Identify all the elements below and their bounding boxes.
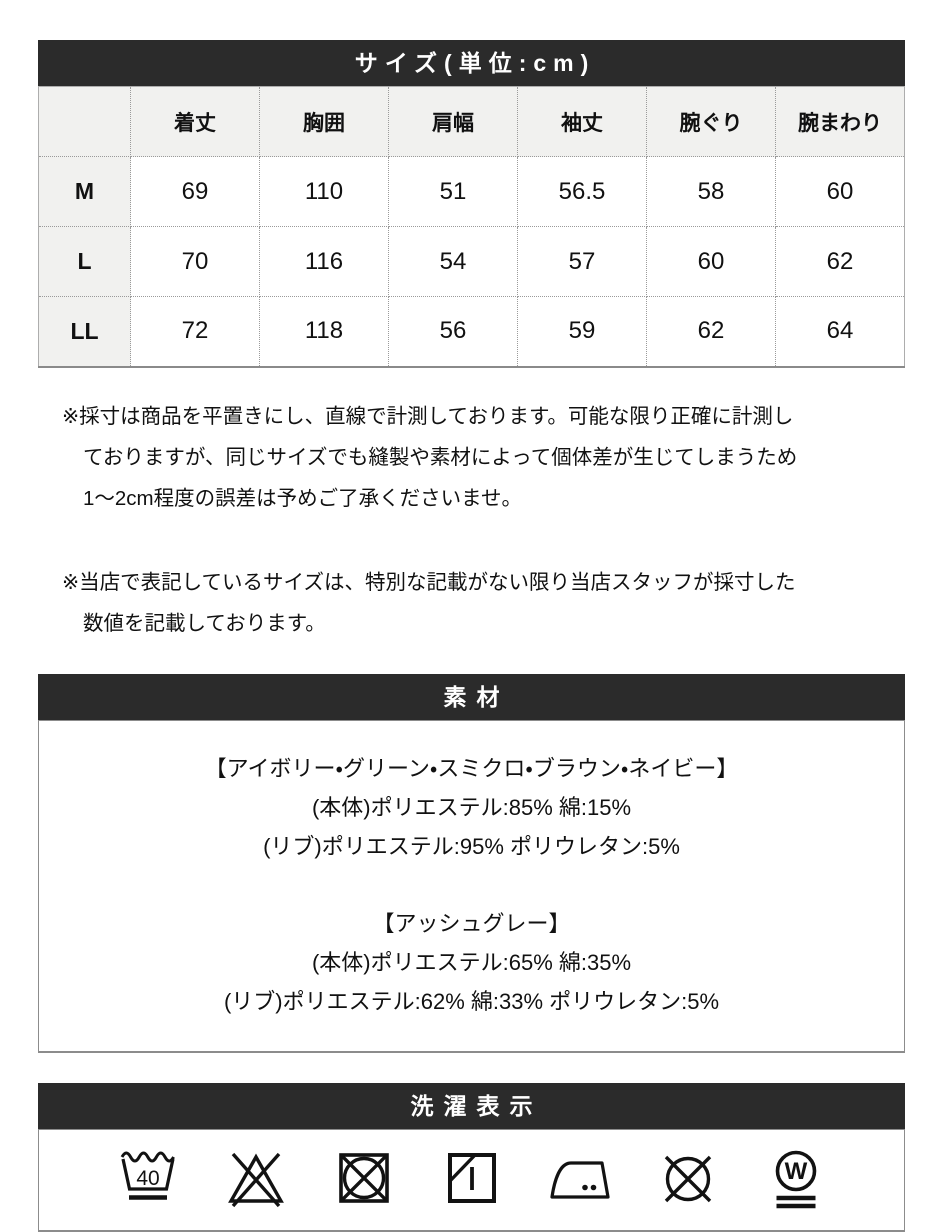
corner-cell [38,86,131,157]
cell: 58 [646,156,776,227]
cell: 62 [646,296,776,367]
material-line: (本体)ポリエステル:85% 綿:15% [311,794,632,820]
cell: 57 [517,226,647,297]
material-line: (リブ)ポリエステル:95% ポリウレタン:5% [263,833,680,859]
staff-measured-note: ※当店で表記しているサイズは、特別な記載がない限り当店スタッフが採寸した 数値を… [62,562,905,644]
material-heading: 【アイボリー・グリーン・スミクロ・ブラウン・ネイビー】 [204,755,739,781]
material-block-colors: 【アイボリー・グリーン・スミクロ・ブラウン・ネイビー】 (本体)ポリエステル:8… [47,749,896,866]
material-block-ashgray: 【アッシュグレー】 (本体)ポリエステル:65% 綿:35% (リブ)ポリエステ… [47,904,896,1021]
col-header-length: 着丈 [130,86,260,157]
material-section-title: 素材 [38,673,905,720]
size-section-title: サイズ(単位:cm) [38,40,905,86]
wash-40-gentle-icon: 40 [120,1151,175,1200]
cell: 62 [775,226,905,297]
cell: 51 [388,156,518,227]
cell: 72 [130,296,260,367]
cell: 70 [130,226,260,297]
cell: 60 [775,156,905,227]
size-label: M [38,156,131,227]
svg-text:40: 40 [136,1167,159,1190]
measurement-note: ※採寸は商品を平置きにし、直線で計測しております。可能な限り正確に計測し ており… [62,396,905,519]
table-row-ll: LL 72 118 56 59 62 64 [38,296,905,367]
laundry-panel: 40 [38,1128,905,1232]
table-row-m: M 69 110 51 56.5 58 60 [38,156,905,227]
note-line: ※当店で表記しているサイズは、特別な記載がない限り当店スタッフが採寸した [62,570,796,594]
col-header-shoulder: 肩幅 [388,86,518,157]
note-line: 1〜2cm程度の誤差は予めご了承くださいませ。 [83,486,523,510]
cell: 116 [259,226,389,297]
cell: 59 [517,296,647,367]
do-not-tumble-dry-icon [338,1152,389,1203]
size-label: L [38,226,131,297]
col-header-sleeve: 袖丈 [517,86,647,157]
cell: 118 [259,296,389,367]
cell: 56 [388,296,518,367]
cell: 54 [388,226,518,297]
laundry-section: 洗濯表示 40 [38,1082,905,1232]
size-table-header-row: 着丈 胸囲 肩幅 袖丈 腕ぐり 腕まわり [38,86,905,157]
iron-medium-heat-icon [549,1160,610,1199]
material-line: (リブ)ポリエステル:62% 綿:33% ポリウレタン:5% [223,988,720,1014]
material-line: (本体)ポリエステル:65% 綿:35% [311,949,632,975]
line-dry-in-shade-icon [447,1152,496,1203]
page: サイズ(単位:cm) 着丈 胸囲 肩幅 袖丈 腕ぐり 腕まわり M 69 110… [38,0,905,1232]
material-heading: 【アッシュグレー】 [372,910,571,936]
material-section: 素材 【アイボリー・グリーン・スミクロ・ブラウン・ネイビー】 (本体)ポリエステ… [38,673,905,1053]
size-table: 着丈 胸囲 肩幅 袖丈 腕ぐり 腕まわり M 69 110 51 56.5 58… [38,86,905,368]
cell: 64 [775,296,905,367]
cell: 56.5 [517,156,647,227]
cell: 60 [646,226,776,297]
wet-clean-very-gentle-icon: W [775,1150,816,1208]
do-not-dry-clean-icon [664,1155,711,1202]
svg-text:W: W [784,1158,807,1185]
size-label: LL [38,296,131,367]
col-header-armhole: 腕ぐり [646,86,776,157]
note-line: ておりますが、同じサイズでも縫製や素材によって個体差が生じてしまうため [83,445,798,469]
note-line: 数値を記載しております。 [83,611,326,635]
col-header-chest: 胸囲 [259,86,389,157]
cell: 110 [259,156,389,227]
table-row-l: L 70 116 54 57 60 62 [38,226,905,297]
col-header-arm: 腕まわり [775,86,905,157]
material-panel: 【アイボリー・グリーン・スミクロ・ブラウン・ネイビー】 (本体)ポリエステル:8… [38,719,905,1053]
laundry-section-title: 洗濯表示 [38,1082,905,1129]
cell: 69 [130,156,260,227]
do-not-bleach-icon [227,1152,284,1207]
note-line: ※採寸は商品を平置きにし、直線で計測しております。可能な限り正確に計測し [62,404,794,428]
